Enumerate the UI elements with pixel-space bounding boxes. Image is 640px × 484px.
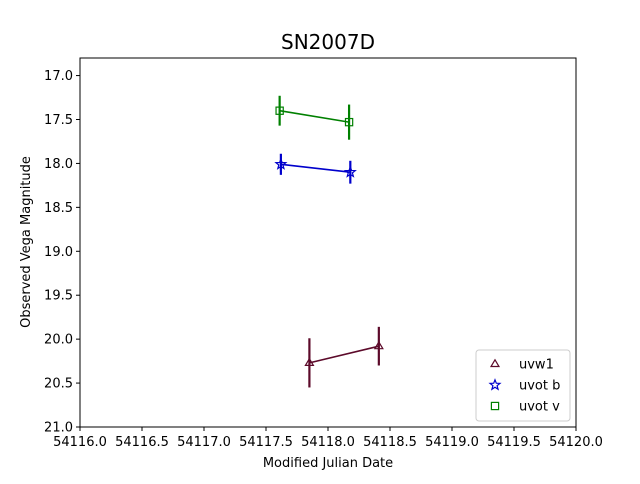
- data-point: [275, 106, 284, 115]
- x-tick-label: 54119.0: [425, 435, 479, 450]
- legend-marker: [490, 401, 500, 411]
- series-star: [274, 153, 357, 184]
- legend-marker: [489, 358, 501, 368]
- chart-title: SN2007D: [281, 30, 375, 54]
- x-tick-label: 54117.5: [239, 435, 293, 450]
- series-line: [280, 163, 351, 174]
- data-point: [373, 340, 384, 350]
- y-tick-label: 18.0: [44, 157, 73, 172]
- series-line: [309, 345, 380, 364]
- data-point: [343, 165, 357, 178]
- x-tick-label: 54120.0: [549, 435, 603, 450]
- y-tick-label: 21.0: [44, 421, 73, 436]
- series-layer: [274, 95, 384, 388]
- series-square: [275, 95, 354, 140]
- y-axis-label: Observed Vega Magnitude: [19, 156, 34, 328]
- data-point: [274, 157, 288, 170]
- x-tick-label: 54116.5: [115, 435, 169, 450]
- y-tick-label: 19.0: [44, 245, 73, 260]
- y-tick-label: 17.0: [44, 69, 73, 84]
- legend: uvw1 uvot b uvot v: [475, 349, 571, 422]
- x-tick-label: 54118.5: [363, 435, 417, 450]
- x-tick-label: 54116.0: [53, 435, 107, 450]
- y-tick-label: 18.5: [44, 201, 73, 216]
- y-tick-label: 20.5: [44, 377, 73, 392]
- x-tick-label: 54117.0: [177, 435, 231, 450]
- series-triangle: [304, 326, 384, 388]
- y-tick-label: 17.5: [44, 113, 73, 128]
- x-tick-label: 54119.5: [487, 435, 541, 450]
- data-point: [304, 357, 315, 366]
- y-tick-label: 20.0: [44, 333, 73, 348]
- legend-box: [475, 349, 571, 422]
- plot-frame: [79, 57, 577, 428]
- x-axis-label: Modified Julian Date: [263, 456, 393, 471]
- axis-ticks: 54116.0 54116.5 54117.0 54117.5 54118.0 54118…: [44, 69, 603, 450]
- series-line: [279, 109, 350, 123]
- legend-label: uvot b: [519, 379, 560, 394]
- data-point: [344, 117, 354, 127]
- legend-label: uvot v: [519, 400, 560, 415]
- y-tick-label: 19.5: [44, 289, 73, 304]
- legend-marker: [488, 378, 502, 391]
- legend-label: uvw1: [519, 358, 554, 373]
- x-tick-label: 54118.0: [301, 435, 355, 450]
